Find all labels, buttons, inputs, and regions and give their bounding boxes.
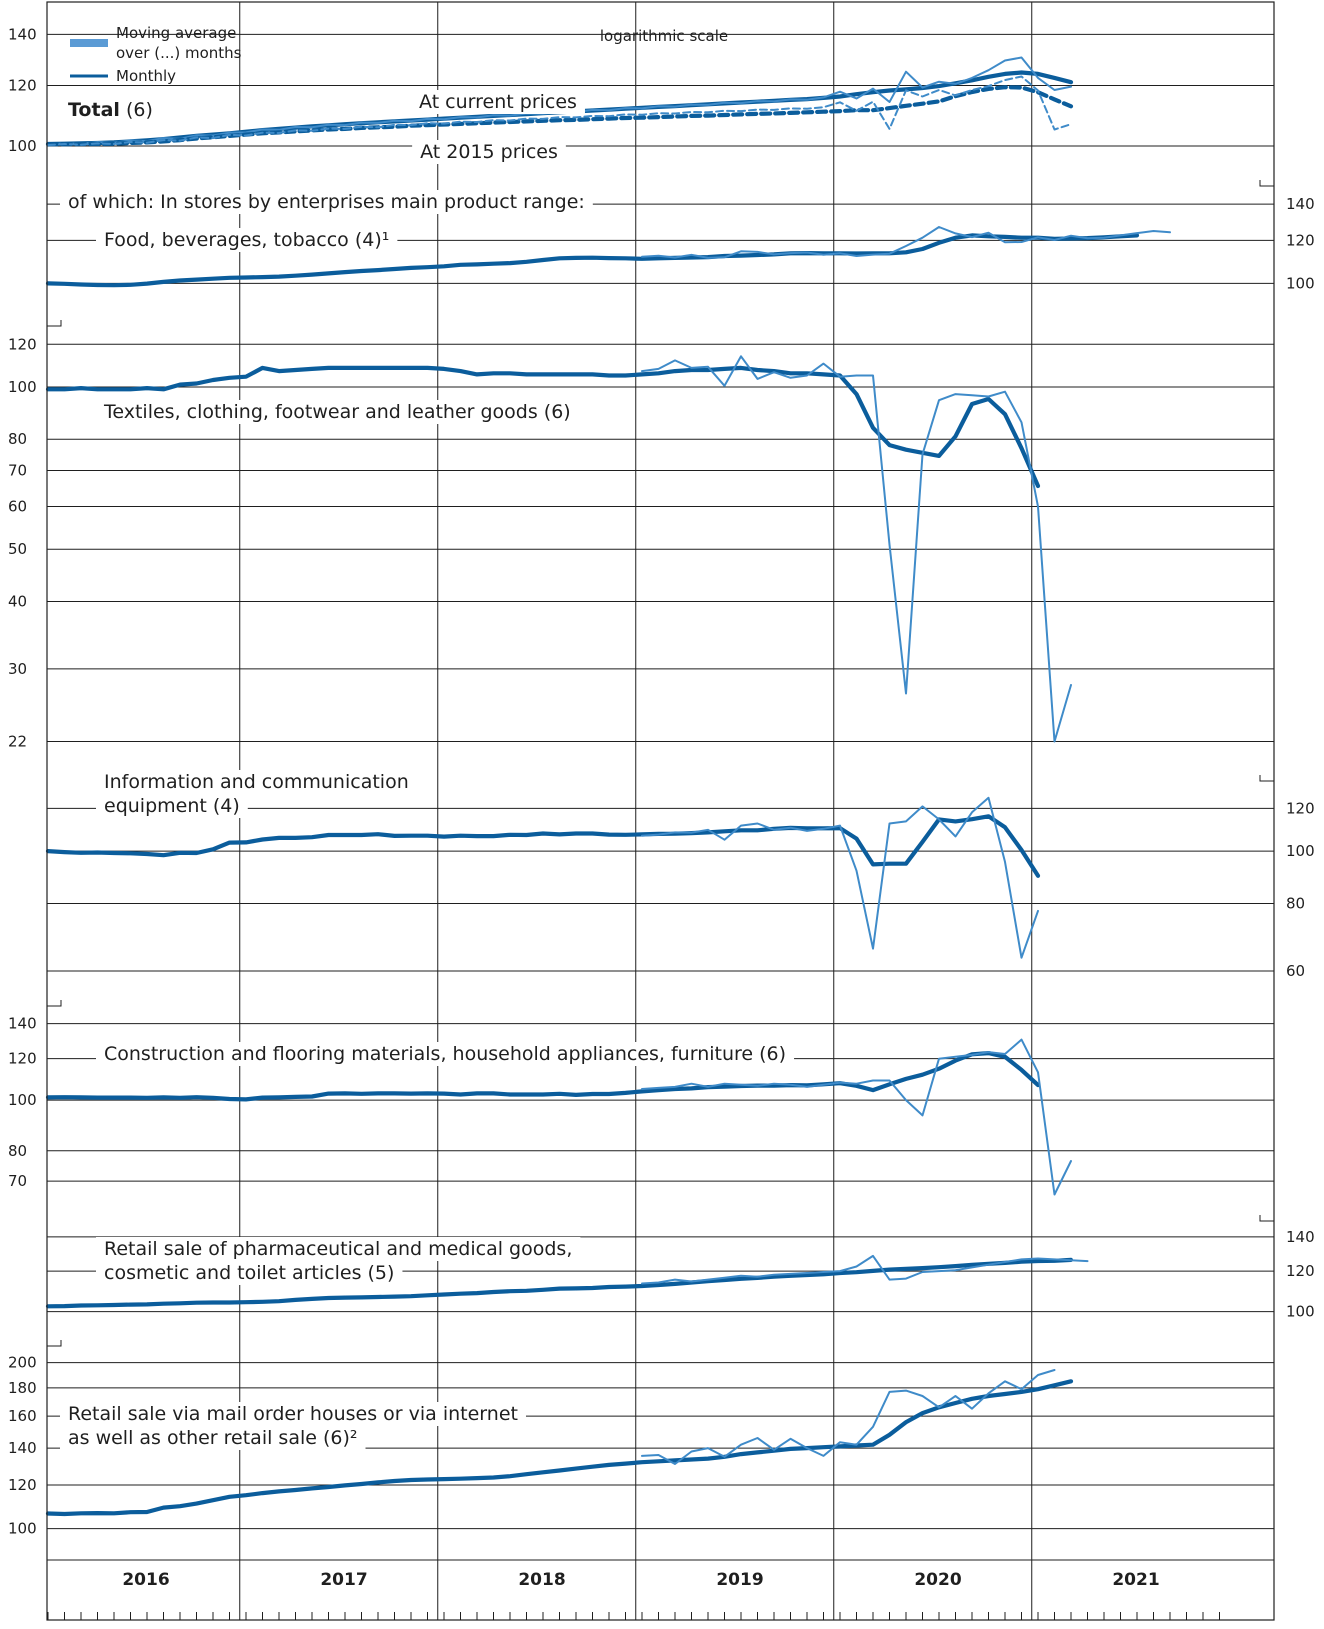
panel-label-bg-total-0 <box>60 98 161 122</box>
y-tick-label-food-100: 100 <box>1286 274 1315 292</box>
y-tick-label-textiles-40: 40 <box>8 592 27 610</box>
legend-moving-average-label-1: Moving average <box>116 24 236 42</box>
year-label-2016: 2016 <box>122 1570 169 1590</box>
panel-label-ict-1: equipment (4) <box>104 795 240 817</box>
panel-bracket-pharma <box>1259 1215 1274 1222</box>
year-label-2018: 2018 <box>518 1570 565 1590</box>
annotation-bg-0 <box>411 90 585 114</box>
panel-label-total-0: Total (6) <box>68 99 153 121</box>
panel-label-pharma-1: cosmetic and toilet articles (5) <box>104 1262 394 1284</box>
panel-label-bg-internet-0 <box>60 1402 526 1426</box>
legend-monthly-label: Monthly <box>116 67 176 85</box>
annotation-bg-1 <box>412 140 566 164</box>
y-tick-label-textiles-60: 60 <box>8 498 27 516</box>
panel-label-bg-food-0 <box>60 190 593 214</box>
series-internet-moving_average-0 <box>45 1379 1074 1517</box>
panel-label-bg-ict-0 <box>96 770 417 794</box>
y-tick-label-textiles-100: 100 <box>8 378 37 396</box>
legend-moving-average-label-2: over (...) months <box>116 44 242 62</box>
series-textiles-monthly-1 <box>641 355 1072 743</box>
x-axis-years: 2016 2017 2018 2019 2020 2021 <box>122 1570 1159 1590</box>
y-tick-label-textiles-70: 70 <box>8 461 27 479</box>
annotation-1: At 2015 prices <box>420 141 558 163</box>
year-label-2020: 2020 <box>914 1570 961 1590</box>
panel-label-textiles-0: Textiles, clothing, footwear and leather… <box>103 401 571 423</box>
y-tick-label-food-140: 140 <box>1286 195 1315 213</box>
y-tick-label-textiles-30: 30 <box>8 660 27 678</box>
series-food-monthly-1 <box>641 226 1171 259</box>
chart-frame <box>46 1 1275 1621</box>
series-food-moving_average-0 <box>45 233 1140 288</box>
panel-label-bg-pharma-1 <box>96 1261 403 1285</box>
series-textiles-moving_average-0 <box>45 365 1041 489</box>
panel-bracket-ict <box>1259 775 1274 782</box>
x-axis-month-ticks <box>47 1559 1274 1620</box>
panel-bracket-textiles <box>47 320 62 327</box>
series-total-monthly-3 <box>47 75 1072 146</box>
y-tick-label-ict-60: 60 <box>1286 962 1305 980</box>
panel-label-ict-0: Information and communication <box>104 771 409 793</box>
y-tick-label-construction-70: 70 <box>8 1172 27 1190</box>
y-tick-label-pharma-120: 120 <box>1286 1262 1315 1280</box>
year-label-2019: 2019 <box>716 1570 763 1590</box>
panel-label-bg-textiles-0 <box>95 400 579 424</box>
year-label-2017: 2017 <box>320 1570 367 1590</box>
y-tick-label-total-140: 140 <box>8 25 37 43</box>
panel-label-internet-0: Retail sale via mail order houses or via… <box>68 1403 518 1425</box>
y-tick-label-pharma-100: 100 <box>1286 1303 1315 1321</box>
panel-bracket-construction <box>47 1000 62 1007</box>
y-tick-label-internet-120: 120 <box>8 1476 37 1494</box>
y-tick-label-construction-80: 80 <box>8 1142 27 1160</box>
panel-label-internet-1: as well as other retail sale (6)² <box>68 1427 358 1449</box>
panel-label-pharma-0: Retail sale of pharmaceutical and medica… <box>104 1238 572 1260</box>
y-tick-label-total-120: 120 <box>8 77 37 95</box>
panel-label-bg-construction-0 <box>96 1042 795 1066</box>
y-tick-label-food-120: 120 <box>1286 231 1315 249</box>
annotation-0: At current prices <box>419 91 577 113</box>
panel-label-food-1: Food, beverages, tobacco (4)¹ <box>104 229 389 251</box>
series-internet-monthly-1 <box>641 1369 1056 1465</box>
y-tick-label-internet-200: 200 <box>8 1354 37 1372</box>
y-tick-label-construction-100: 100 <box>8 1091 37 1109</box>
y-tick-label-total-100: 100 <box>8 137 37 155</box>
y-tick-label-construction-120: 120 <box>8 1050 37 1068</box>
y-tick-label-internet-140: 140 <box>8 1439 37 1457</box>
axis-ticks: 100 120 140 100 120 140 22 30 40 50 60 70 80 100 120 60… <box>8 25 1315 1537</box>
series-pharma-monthly-1 <box>641 1254 1089 1285</box>
series-ict-monthly-1 <box>641 796 1039 959</box>
y-tick-label-pharma-140: 140 <box>1286 1228 1315 1246</box>
panel-label-bg-food-1 <box>96 228 398 252</box>
panel-backgrounds <box>47 176 1274 1338</box>
legend: Moving average over (...) months Monthly <box>70 24 242 85</box>
y-tick-label-internet-180: 180 <box>8 1379 37 1397</box>
y-tick-label-textiles-80: 80 <box>8 430 27 448</box>
series-construction-monthly-1 <box>641 1038 1072 1196</box>
panel-bracket-food <box>1259 180 1274 187</box>
panel-label-bg-pharma-0 <box>96 1237 581 1261</box>
scale-label: logarithmic scale <box>600 27 728 45</box>
panel-bracket-internet <box>47 1340 62 1347</box>
y-tick-label-textiles-50: 50 <box>8 540 27 558</box>
series-construction-moving_average-0 <box>45 1050 1041 1102</box>
panel-label-construction-0: Construction and flooring materials, hou… <box>104 1043 786 1065</box>
year-label-2021: 2021 <box>1112 1570 1159 1590</box>
series-pharma-moving_average-0 <box>45 1257 1074 1309</box>
grid-lines <box>47 2 1274 1620</box>
series-ict-moving_average-0 <box>45 814 1041 878</box>
y-tick-label-construction-140: 140 <box>8 1015 37 1033</box>
y-tick-label-ict-100: 100 <box>1286 842 1315 860</box>
y-tick-label-internet-100: 100 <box>8 1520 37 1538</box>
panel-label-bg-ict-1 <box>96 794 248 818</box>
legend-moving-average-swatch <box>70 39 108 47</box>
y-tick-label-textiles-120: 120 <box>8 335 37 353</box>
y-tick-label-ict-120: 120 <box>1286 799 1315 817</box>
y-tick-label-ict-80: 80 <box>1286 894 1305 912</box>
panel-labels: Total (6) At current prices At 2015 prices… <box>60 90 795 1450</box>
y-tick-label-internet-160: 160 <box>8 1407 37 1425</box>
panel-label-bg-internet-1 <box>60 1426 366 1450</box>
panel-label-food-0: of which: In stores by enterprises main … <box>68 191 585 213</box>
y-tick-label-textiles-22: 22 <box>8 732 27 750</box>
